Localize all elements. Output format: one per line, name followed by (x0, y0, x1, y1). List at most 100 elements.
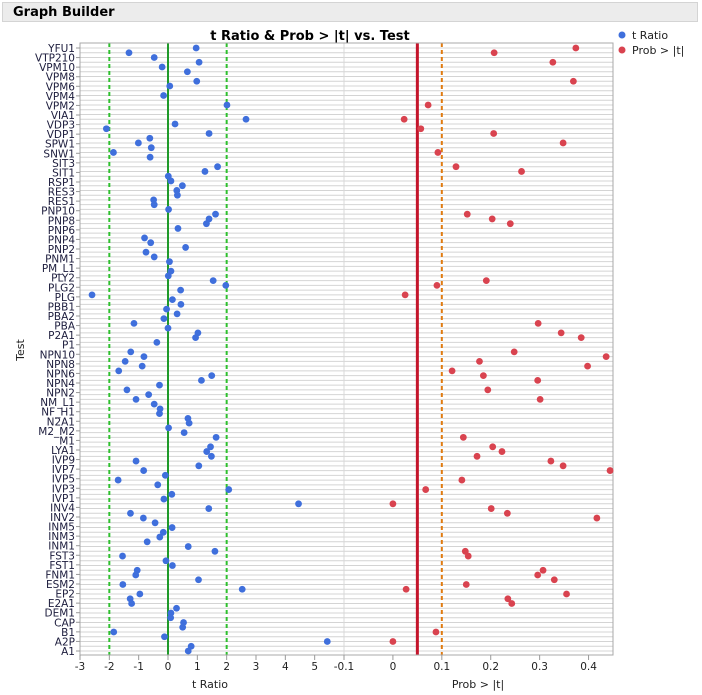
prob-point (584, 362, 591, 370)
x-tick-label-t-ratio: 0 (165, 661, 172, 673)
t-ratio-point (141, 234, 148, 242)
x-tick-label-t-ratio: 1 (194, 661, 201, 673)
t-ratio-point (125, 49, 133, 57)
prob-point (490, 130, 498, 137)
prob-point (448, 367, 456, 375)
t-ratio-point (161, 633, 168, 641)
t-ratio-point (156, 410, 163, 417)
y-tick-label: NPN2 (46, 388, 75, 400)
graph-builder-header[interactable]: Graph Builder (2, 2, 698, 22)
prob-point (534, 319, 542, 327)
t-ratio-point (184, 543, 192, 550)
y-tick-label: VIA1 (51, 110, 75, 122)
t-ratio-point (173, 310, 181, 318)
t-ratio-point (160, 92, 168, 99)
y-tick-label: NPN4 (46, 378, 75, 390)
y-tick-label: P1 (62, 340, 75, 352)
prob-point (559, 139, 567, 147)
y-tick-label: PBB1 (48, 301, 75, 313)
t-ratio-point (156, 381, 163, 389)
y-tick-label: PNP10 (41, 206, 75, 218)
t-ratio-point (173, 604, 180, 612)
prob-point (479, 372, 487, 380)
x-tick-label-t-ratio: 5 (311, 661, 318, 673)
y-tick-label: PBA (54, 321, 76, 333)
t-ratio-point (225, 486, 233, 493)
y-tick-label: NPN6 (46, 368, 75, 380)
t-ratio-point (128, 600, 136, 607)
prob-point (539, 566, 547, 574)
prob-point (506, 220, 514, 228)
t-ratio-point (169, 296, 176, 304)
t-ratio-point (192, 44, 200, 52)
y-tick-label: VDP3 (47, 120, 75, 132)
t-ratio-point (159, 528, 167, 536)
y-tick-label: PNP6 (48, 225, 76, 237)
prob-point (464, 552, 472, 560)
x-tick-label-prob: 0.4 (580, 661, 597, 673)
t-ratio-point (173, 191, 181, 199)
y-tick-label: PNM1 (45, 254, 75, 266)
prob-point (434, 149, 442, 156)
y-tick-label: FST3 (49, 550, 75, 562)
t-ratio-point (178, 182, 186, 190)
t-ratio-point (209, 277, 217, 285)
prob-point (606, 467, 614, 474)
prob-point (463, 210, 471, 218)
y-tick-label: PNP4 (48, 234, 76, 246)
t-ratio-point (177, 286, 185, 294)
y-tick-label: VPM10 (39, 62, 75, 74)
x-tick-label-prob: -0.1 (334, 661, 355, 673)
prob-point (569, 77, 577, 85)
y-tick-label: FNM1 (45, 569, 75, 581)
y-tick-label: IVP1 (52, 493, 75, 505)
y-tick-label: NPN10 (40, 349, 75, 361)
t-ratio-point (151, 519, 159, 527)
t-ratio-point (163, 305, 170, 313)
y-tick-label: NF_H1 (41, 407, 75, 419)
prob-point (476, 357, 483, 365)
t-ratio-point (150, 400, 158, 408)
x-tick-label-prob: 0.2 (482, 661, 499, 673)
t-ratio-point (182, 244, 190, 251)
prob-point (473, 452, 481, 460)
y-tick-label: A2P (55, 636, 75, 648)
t-ratio-point (136, 590, 144, 598)
prob-point (510, 348, 518, 356)
t-ratio-point (160, 315, 168, 323)
x-tick-label-t-ratio: 3 (253, 661, 260, 673)
prob-point (490, 49, 498, 57)
y-tick-label: ESM2 (46, 579, 75, 591)
t-ratio-point (212, 433, 220, 441)
legend[interactable]: t Ratio Prob > |t| (618, 29, 685, 57)
y-tick-label: FST1 (49, 560, 75, 572)
prob-point (484, 386, 492, 394)
prob-point (488, 215, 496, 223)
y-tick-label: YFU1 (47, 43, 75, 55)
prob-point (602, 353, 610, 361)
t-ratio-point (183, 68, 191, 76)
prob-point (459, 433, 467, 441)
t-ratio-point (174, 225, 182, 232)
t-ratio-point (203, 220, 210, 228)
x-tick-label-t-ratio: 4 (282, 661, 289, 673)
y-tick-label: EP2 (55, 589, 75, 601)
y-tick-label: PBA2 (48, 311, 75, 323)
t-ratio-point (214, 163, 221, 171)
legend-marker-prob (618, 46, 626, 54)
prob-point (424, 101, 432, 109)
prob-point (503, 509, 511, 517)
t-ratio-point (323, 638, 331, 645)
t-ratio-point (110, 628, 118, 636)
y-tick-label: N2A1 (47, 416, 75, 428)
t-ratio-point (185, 419, 193, 427)
t-ratio-point (142, 248, 150, 256)
x-tick-label-t-ratio: -2 (104, 661, 114, 673)
t-ratio-point (208, 452, 215, 460)
y-tick-label: RES1 (48, 196, 75, 208)
y-tick-label: RES3 (48, 187, 75, 199)
y-tick-label: IVP3 (52, 483, 75, 495)
prob-point (458, 476, 466, 484)
y-axis-title: Test (14, 338, 27, 361)
prob-point (389, 638, 397, 645)
